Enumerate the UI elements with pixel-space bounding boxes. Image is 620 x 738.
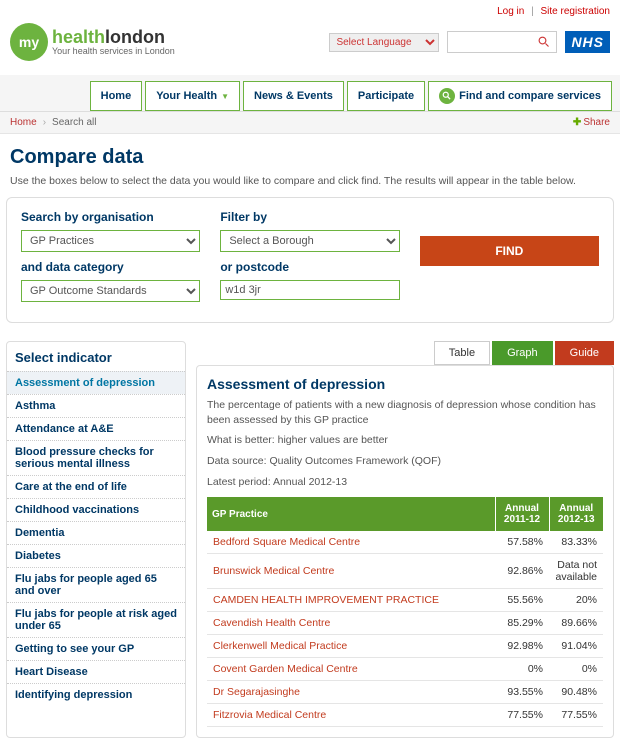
org-select[interactable]: GP Practices — [21, 230, 200, 252]
indicator-item[interactable]: Identifying depression — [7, 683, 185, 706]
practice-name[interactable]: Bedford Square Medical Centre — [207, 531, 495, 554]
indicator-item[interactable]: Flu jabs for people aged 65 and over — [7, 567, 185, 602]
org-label: Search by organisation — [21, 210, 200, 224]
nav-home[interactable]: Home — [90, 81, 143, 111]
register-link[interactable]: Site registration — [541, 6, 610, 17]
nav-find-and-compare-services[interactable]: Find and compare services — [428, 81, 612, 111]
practice-name[interactable]: Fitzrovia Medical Centre — [207, 704, 495, 727]
postcode-label: or postcode — [220, 260, 399, 274]
filter-select[interactable]: Select a Borough — [220, 230, 399, 252]
value-y2: 91.04% — [549, 635, 603, 658]
tab-table[interactable]: Table — [434, 341, 490, 365]
table-row: Fitzrovia Medical Centre77.55%77.55% — [207, 704, 603, 727]
indicator-item[interactable]: Attendance at A&E — [7, 417, 185, 440]
indicator-item[interactable]: Asthma — [7, 394, 185, 417]
breadcrumb-home[interactable]: Home — [10, 117, 37, 128]
main-nav: HomeYour Health▼News & EventsParticipate… — [0, 75, 620, 112]
breadcrumb-current: Search all — [52, 117, 96, 128]
value-y1: 93.55% — [495, 681, 549, 704]
table-row: Cavendish Health Centre85.29%89.66% — [207, 612, 603, 635]
search-icon — [538, 36, 550, 48]
indicator-sidebar: Select indicator Assessment of depressio… — [6, 341, 186, 738]
cat-select[interactable]: GP Outcome Standards — [21, 280, 200, 302]
value-y2: 90.48% — [549, 681, 603, 704]
table-row: Dr Segarajasinghe93.55%90.48% — [207, 681, 603, 704]
detail-period: Latest period: Annual 2012-13 — [207, 475, 603, 490]
indicator-item[interactable]: Diabetes — [7, 544, 185, 567]
data-table: GP Practice Annual 2011-12 Annual 2012-1… — [207, 497, 603, 727]
table-row: CAMDEN HEALTH IMPROVEMENT PRACTICE55.56%… — [207, 589, 603, 612]
language-select[interactable]: Select Language — [329, 33, 439, 52]
detail-panel: Assessment of depression The percentage … — [196, 365, 614, 738]
value-y1: 55.56% — [495, 589, 549, 612]
nav-participate[interactable]: Participate — [347, 81, 425, 111]
practice-name[interactable]: Dr Segarajasinghe — [207, 681, 495, 704]
nav-your-health[interactable]: Your Health▼ — [145, 81, 240, 111]
indicator-item[interactable]: Care at the end of life — [7, 475, 185, 498]
chevron-down-icon: ▼ — [221, 92, 229, 101]
practice-name[interactable]: Covent Garden Medical Centre — [207, 658, 495, 681]
detail-title: Assessment of depression — [207, 376, 603, 392]
indicator-item[interactable]: Getting to see your GP — [7, 637, 185, 660]
sidebar-title: Select indicator — [7, 350, 185, 371]
value-y2: 83.33% — [549, 531, 603, 554]
search-input[interactable] — [447, 31, 557, 53]
view-tabs: Table Graph Guide — [196, 341, 614, 365]
nav-news-events[interactable]: News & Events — [243, 81, 344, 111]
indicator-item[interactable]: Childhood vaccinations — [7, 498, 185, 521]
detail-better: What is better: higher values are better — [207, 433, 603, 448]
logo-text: healthlondon Your health services in Lon… — [52, 28, 175, 56]
value-y1: 77.55% — [495, 704, 549, 727]
value-y1: 0% — [495, 658, 549, 681]
detail-source: Data source: Quality Outcomes Framework … — [207, 454, 603, 469]
th-y2: Annual 2012-13 — [549, 497, 603, 531]
logo[interactable]: my healthlondon Your health services in … — [10, 23, 175, 61]
tab-guide[interactable]: Guide — [555, 341, 614, 365]
filter-label: Filter by — [220, 210, 399, 224]
separator: | — [531, 6, 534, 17]
value-y2: 89.66% — [549, 612, 603, 635]
share-link[interactable]: ✚Share — [573, 117, 610, 128]
logo-circle: my — [10, 23, 48, 61]
practice-name[interactable]: Cavendish Health Centre — [207, 612, 495, 635]
indicator-item[interactable]: Blood pressure checks for serious mental… — [7, 440, 185, 475]
table-row: Brunswick Medical Centre92.86%Data not a… — [207, 554, 603, 589]
indicator-item[interactable]: Heart Disease — [7, 660, 185, 683]
th-y1: Annual 2011-12 — [495, 497, 549, 531]
tab-graph[interactable]: Graph — [492, 341, 553, 365]
practice-name[interactable]: CAMDEN HEALTH IMPROVEMENT PRACTICE — [207, 589, 495, 612]
value-y2: 0% — [549, 658, 603, 681]
value-y1: 92.86% — [495, 554, 549, 589]
page-title: Compare data — [0, 134, 620, 175]
value-y1: 92.98% — [495, 635, 549, 658]
breadcrumb: Home › Search all ✚Share — [0, 112, 620, 134]
value-y2: Data not available — [549, 554, 603, 589]
postcode-input[interactable] — [220, 280, 399, 300]
find-button[interactable]: FIND — [420, 236, 599, 266]
page-description: Use the boxes below to select the data y… — [0, 175, 620, 197]
table-row: Bedford Square Medical Centre57.58%83.33… — [207, 531, 603, 554]
practice-name[interactable]: Clerkenwell Medical Practice — [207, 635, 495, 658]
table-row: Clerkenwell Medical Practice92.98%91.04% — [207, 635, 603, 658]
magnifier-icon — [439, 88, 455, 104]
indicator-item[interactable]: Flu jabs for people at risk aged under 6… — [7, 602, 185, 637]
search-panel: Search by organisation GP Practices and … — [6, 197, 614, 323]
nhs-logo: NHS — [565, 31, 610, 53]
indicator-item[interactable]: Dementia — [7, 521, 185, 544]
practice-name[interactable]: Brunswick Medical Centre — [207, 554, 495, 589]
cat-label: and data category — [21, 260, 200, 274]
indicator-item[interactable]: Assessment of depression — [7, 371, 185, 394]
detail-desc: The percentage of patients with a new di… — [207, 398, 603, 427]
value-y2: 20% — [549, 589, 603, 612]
share-icon: ✚ — [573, 117, 581, 128]
table-row: Covent Garden Medical Centre0%0% — [207, 658, 603, 681]
login-link[interactable]: Log in — [497, 6, 524, 17]
value-y1: 57.58% — [495, 531, 549, 554]
value-y2: 77.55% — [549, 704, 603, 727]
th-practice: GP Practice — [207, 497, 495, 531]
value-y1: 85.29% — [495, 612, 549, 635]
